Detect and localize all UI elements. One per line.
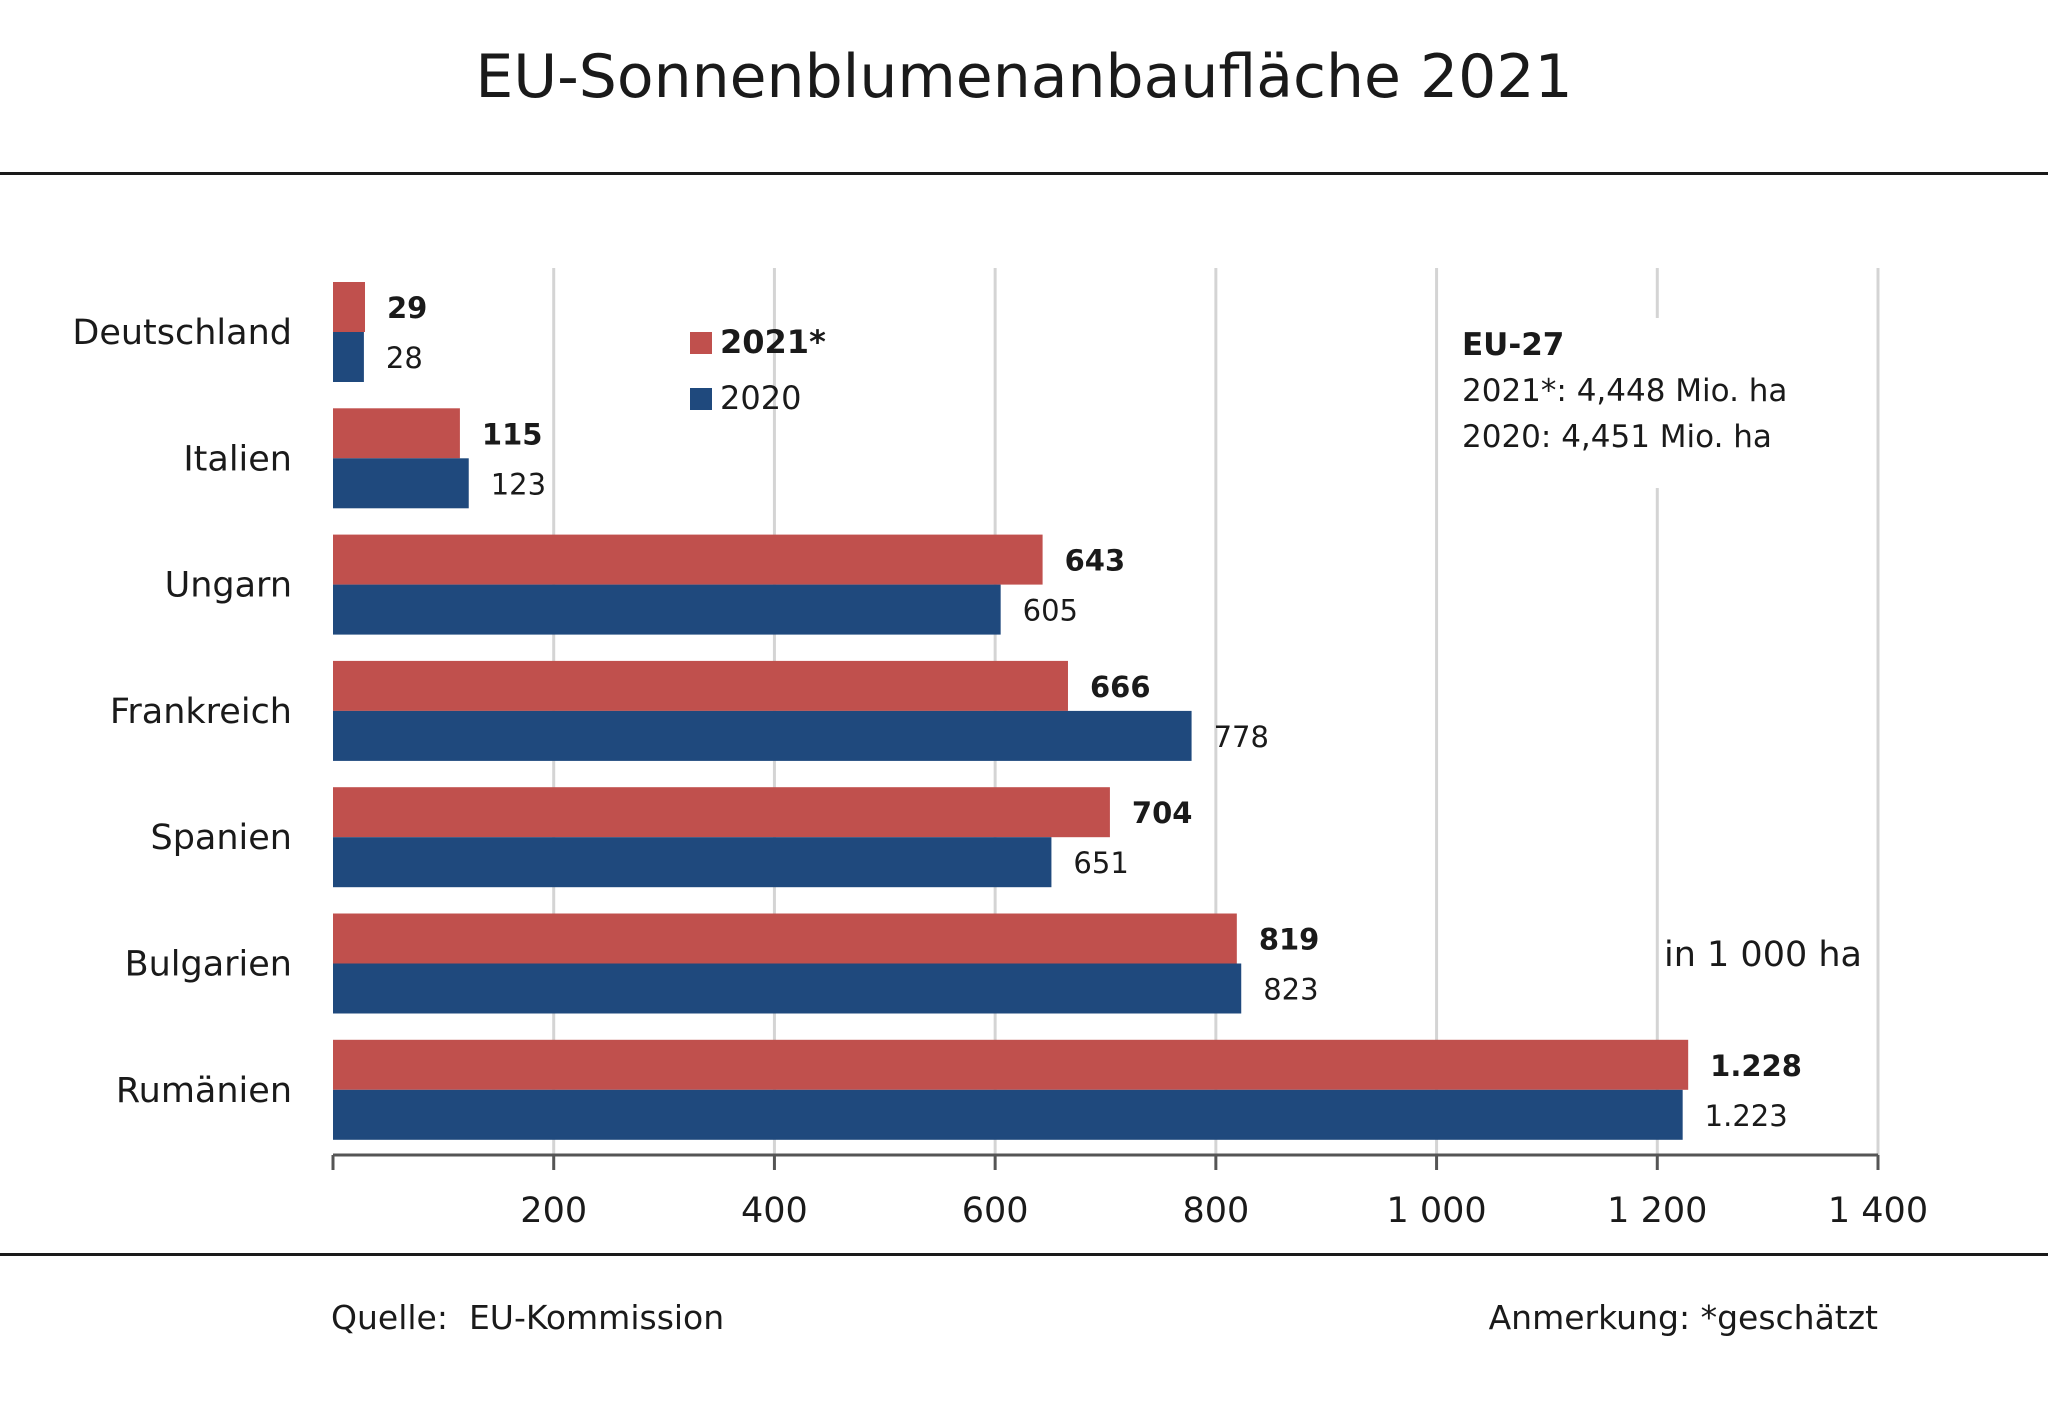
value-label-2021-1: 115: [482, 417, 543, 451]
category-label-3: Frankreich: [110, 692, 292, 732]
category-label-1: Italien: [183, 439, 292, 479]
value-label-2020-1: 123: [491, 467, 546, 501]
x-tick-label-2: 600: [962, 1191, 1029, 1231]
bar-2021-2: [333, 534, 1043, 585]
bar-2021-0: [333, 282, 366, 332]
bar-2020-0: [333, 332, 364, 382]
estimate-note: Anmerkung: *geschätzt: [1488, 1298, 1878, 1337]
x-tick-label-0: 200: [520, 1191, 587, 1231]
annotation-line-0: 2021*: 4,448 Mio. ha: [1462, 373, 1787, 409]
bar-2021-4: [333, 787, 1110, 838]
category-label-5: Bulgarien: [125, 945, 292, 985]
x-tick-label-5: 1 200: [1607, 1191, 1707, 1231]
bar-2020-2: [333, 584, 1001, 635]
source-label: Quelle:: [331, 1298, 448, 1337]
bar-2020-3: [333, 710, 1192, 761]
value-label-2021-3: 666: [1090, 670, 1151, 704]
category-label-0: Deutschland: [72, 313, 292, 353]
x-tick-label-3: 800: [1182, 1191, 1249, 1231]
source-value: EU-Kommission: [468, 1298, 725, 1337]
bar-2021-5: [333, 913, 1237, 964]
bar-2021-6: [333, 1039, 1689, 1090]
value-label-2021-2: 643: [1065, 544, 1126, 578]
value-label-2021-5: 819: [1259, 923, 1320, 957]
x-tick-label-6: 1 400: [1828, 1191, 1928, 1231]
value-label-2021-4: 704: [1132, 796, 1193, 830]
annotation-title: EU-27: [1462, 327, 1564, 363]
bottom-divider: [0, 1253, 2048, 1256]
chart-title: EU-Sonnenblumenanbaufläche 2021: [475, 42, 1573, 112]
bar-2020-4: [333, 837, 1052, 888]
value-label-2020-3: 778: [1214, 720, 1269, 754]
x-tick-label-1: 400: [741, 1191, 808, 1231]
annotation-line-1: 2020: 4,451 Mio. ha: [1462, 419, 1772, 455]
value-label-2020-2: 605: [1023, 594, 1078, 628]
legend-swatch-2021: [690, 332, 712, 354]
category-label-4: Spanien: [150, 818, 292, 858]
value-label-2021-6: 1.228: [1710, 1049, 1802, 1083]
value-label-2020-0: 28: [386, 341, 423, 375]
bar-2020-5: [333, 963, 1242, 1014]
x-tick-label-4: 1 000: [1386, 1191, 1486, 1231]
category-label-6: Rumänien: [116, 1071, 292, 1111]
unit-label: in 1 000 ha: [1664, 935, 1862, 975]
annotation-backdrop: [1440, 318, 1800, 488]
bar-2020-6: [333, 1089, 1683, 1140]
value-label-2020-6: 1.223: [1705, 1099, 1788, 1133]
source-note: Quelle: EU-Kommission: [331, 1298, 724, 1337]
top-divider: [0, 172, 2048, 175]
value-label-2020-5: 823: [1263, 973, 1318, 1007]
bar-2021-3: [333, 660, 1068, 711]
legend-swatch-2020: [690, 388, 712, 410]
legend-label-2021: 2021*: [720, 323, 826, 361]
category-label-2: Ungarn: [165, 566, 292, 606]
bar-2021-1: [333, 408, 460, 459]
value-label-2021-0: 29: [387, 291, 427, 325]
legend-label-2020: 2020: [720, 379, 801, 417]
bar-2020-1: [333, 458, 469, 509]
value-label-2020-4: 651: [1073, 846, 1128, 880]
